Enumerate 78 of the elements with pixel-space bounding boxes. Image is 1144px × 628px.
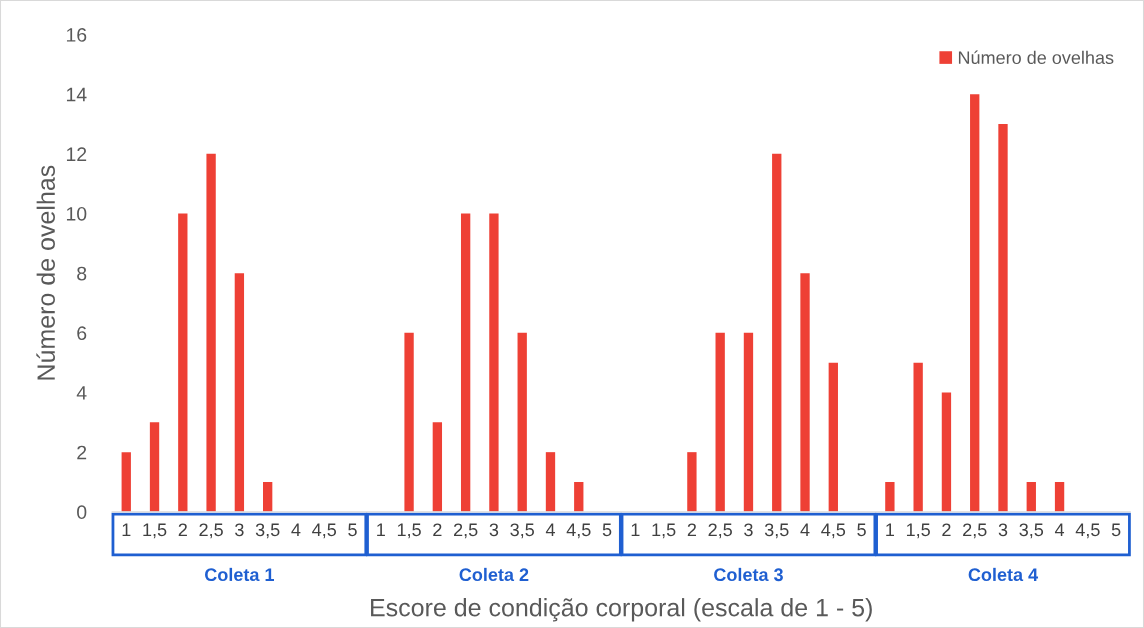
bar [970, 94, 980, 512]
text: Coleta 4 [968, 567, 1039, 582]
x-tick-label: 4 [800, 523, 810, 537]
x-axis-title: Escore de condição corporal (escala de 1 - 5) [371, 598, 872, 622]
y-tick-label: 0 [77, 505, 87, 520]
x-tick-label: 2 [433, 523, 442, 537]
bar [687, 452, 697, 512]
x-tick-label: 4,5 [566, 523, 591, 539]
x-tick-label: 2,5 [963, 523, 987, 539]
x-tick-label: 3,5 [1019, 523, 1044, 539]
text: Coleta 2 [459, 567, 529, 582]
x-tick-label: 4 [545, 523, 555, 537]
y-tick-label: 8 [77, 266, 87, 281]
x-tick-label: 5 [1111, 523, 1121, 537]
x-tick-label: 3 [235, 523, 244, 537]
bar [913, 362, 923, 512]
x-tick-label: 3,5 [510, 523, 534, 539]
y-tick-label: 10 [66, 206, 87, 221]
bar [772, 153, 782, 512]
y-axis-title: Número de ovelhas [36, 165, 55, 380]
x-tick-label: 3,5 [255, 523, 280, 539]
x-tick-label: 1,5 [143, 523, 167, 539]
y-tick-label: 4 [76, 386, 87, 400]
x-tick-label: 2 [942, 523, 951, 537]
x-tick-label: 4,5 [1075, 523, 1100, 539]
x-tick-label: 3 [744, 523, 753, 537]
x-tick-label: 4 [1054, 523, 1065, 537]
bar [998, 124, 1008, 512]
x-tick-label: 4,5 [312, 523, 337, 539]
bar [941, 392, 952, 512]
x-tick-label: 2,5 [708, 523, 732, 539]
x-tick-label: 2 [178, 523, 187, 537]
y-tick-label: 6 [77, 326, 87, 341]
x-tick-label: 5 [602, 523, 612, 537]
y-tick-label: 12 [66, 147, 87, 161]
bar [234, 273, 245, 512]
bar [1054, 481, 1065, 512]
y-tick-label: 14 [66, 87, 87, 102]
text: Coleta 3 [714, 567, 783, 582]
x-tick-label: 1,5 [906, 523, 930, 539]
bar [715, 332, 725, 512]
bar [885, 481, 895, 512]
bar [460, 213, 471, 512]
bar [743, 332, 754, 512]
bar [489, 213, 499, 512]
bar [574, 481, 584, 512]
x-tick-label: 5 [348, 523, 357, 537]
x-tick-label: 1 [886, 523, 895, 537]
x-tick-label: 1 [631, 523, 640, 537]
x-tick-label: 4,5 [821, 523, 846, 539]
bar [828, 362, 838, 512]
bar [206, 153, 216, 512]
bar [545, 452, 556, 512]
x-tick-label: 3,5 [764, 523, 789, 539]
x-tick-label: 5 [857, 523, 866, 537]
x-tick-label: 1,5 [652, 523, 676, 539]
bar [121, 452, 131, 512]
bar [149, 422, 160, 512]
x-tick-label: 1,5 [397, 523, 421, 539]
x-tick-label: 2 [687, 523, 697, 537]
bar [517, 332, 527, 512]
bar [404, 332, 414, 512]
legend-label: Número de ovelhas [958, 50, 1114, 65]
x-tick-label: 2,5 [454, 523, 478, 539]
bar [178, 213, 188, 512]
x-tick-label: 2,5 [199, 523, 223, 539]
x-tick-label: 1 [122, 523, 131, 537]
x-tick-label: 3 [998, 523, 1008, 537]
text: Coleta 1 [205, 567, 274, 582]
x-tick-label: 3 [489, 523, 499, 537]
x-tick-label: 1 [377, 523, 385, 537]
x-tick-label: 4 [291, 523, 301, 537]
bar [432, 422, 443, 512]
y-tick-label: 2 [77, 445, 87, 460]
y-tick-label: 16 [66, 28, 87, 42]
bar [800, 273, 810, 512]
bar [1026, 481, 1036, 512]
bar [263, 481, 273, 512]
